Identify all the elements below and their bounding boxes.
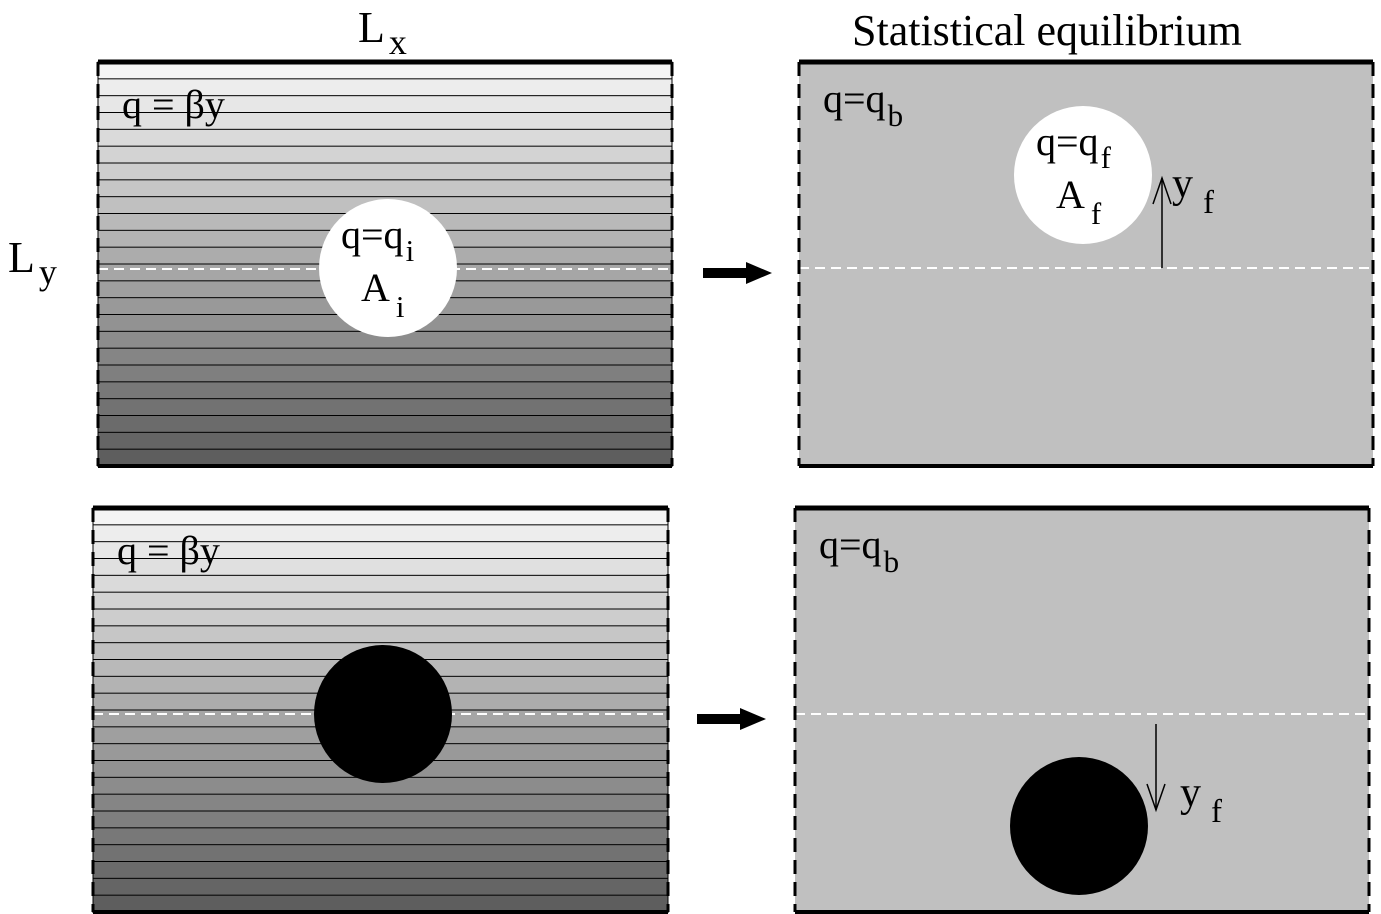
gradient-strip [92,574,669,594]
gradient-strip [92,608,669,627]
vortex-q-label: q=qi [336,658,410,714]
gradient-strip [92,844,669,863]
equilibrium-title: Statistical equilibrium [852,6,1242,55]
gradient-strip [97,128,673,148]
panel-initial-white-vortex: q = βy q=qiA i [96,59,674,468]
vortex-patch [1010,757,1148,895]
vortex-q-label: q=qi [341,212,415,268]
gradient-strip [92,861,669,880]
displacement-arrow-head [1146,783,1166,813]
vortex-patch [319,199,457,337]
gradient-strip [92,827,669,846]
gradient-strip [92,894,669,914]
gradient-strip [97,179,673,198]
background-pv-label: q=qb [819,522,899,579]
panel-equilibrium-white-vortex: q=qb q=qfA f y f [797,59,1375,468]
gradient-strip [92,793,669,813]
panel-equilibrium-black-vortex: q=qb q=qfA f y f [793,505,1371,914]
gradient-strip [97,381,673,400]
background-pv-label: q = βy [117,528,220,573]
transition-arrow-bottom [697,708,766,730]
background-pv-label: q=qb [823,76,903,133]
vortex-q-label: q=qf [1036,119,1112,175]
gradient-strip [92,591,669,611]
gradient-strip [97,398,673,417]
gradient-strip [92,625,669,644]
gradient-strip [97,162,673,181]
gradient-strip [97,415,673,434]
gradient-strip [97,431,673,451]
gradient-strip [97,448,673,467]
gradient-strip [97,61,673,80]
vortex-patch [314,645,452,783]
panel-initial-black-vortex: q = βy q=qiA i [91,505,670,914]
vortex-q-label: q=qf [1032,770,1108,826]
vortex-patch [1014,106,1152,244]
gradient-strip [92,507,669,526]
gradient-strip [97,364,673,383]
gradient-strip [97,145,673,165]
background-pv-label: q = βy [122,82,225,127]
displacement-arrow-head [1152,175,1172,205]
transition-arrow-top [703,262,772,284]
gradient-strip [92,810,669,829]
gradient-strip [97,347,673,366]
gradient-strip [92,877,669,897]
